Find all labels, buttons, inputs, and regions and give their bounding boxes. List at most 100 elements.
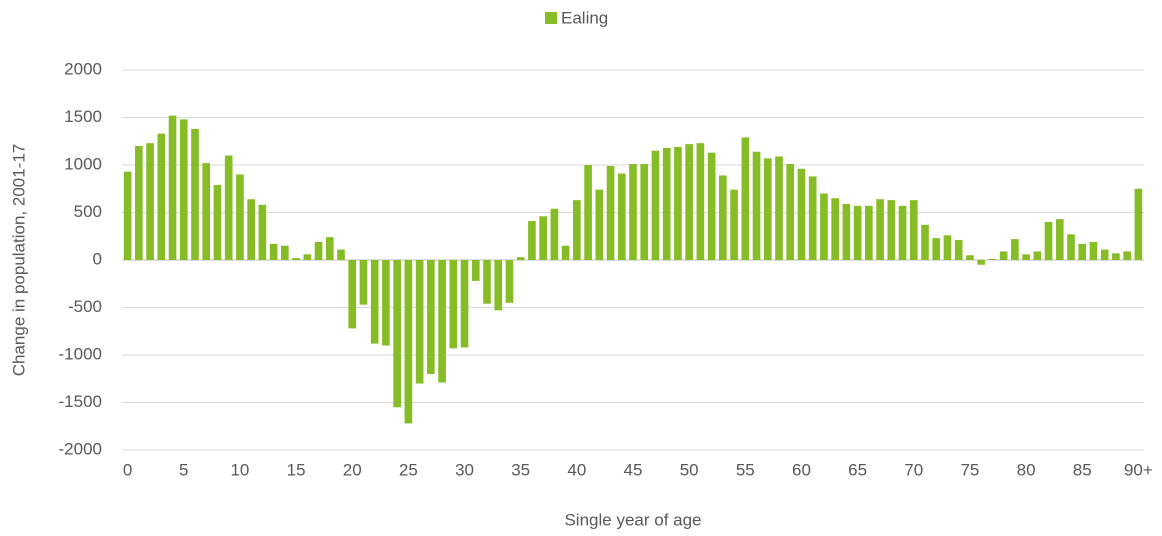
- bar: [808, 176, 817, 260]
- y-tick-label: 1000: [64, 154, 102, 173]
- y-tick-label: -1000: [59, 344, 102, 363]
- bar: [786, 164, 795, 260]
- bar: [629, 164, 637, 260]
- bar: [741, 137, 750, 260]
- x-tick-label: 45: [624, 460, 643, 479]
- y-tick-label: 0: [93, 249, 102, 268]
- bar: [921, 224, 929, 260]
- x-tick-label: 25: [399, 460, 418, 479]
- bar: [1011, 239, 1019, 260]
- bar: [236, 174, 244, 260]
- bar: [415, 260, 424, 384]
- x-tick-label: 85: [1073, 460, 1092, 479]
- bar: [696, 143, 705, 260]
- bar: [775, 156, 783, 260]
- bar: [1078, 243, 1087, 260]
- x-tick-label: 90+: [1124, 460, 1153, 479]
- bar: [943, 235, 952, 260]
- x-tick-label: 80: [1017, 460, 1036, 479]
- x-tick-label: 60: [792, 460, 811, 479]
- x-tick-label: 35: [511, 460, 530, 479]
- bar: [1100, 249, 1109, 260]
- bar: [865, 205, 873, 260]
- bar: [337, 249, 345, 260]
- bar: [617, 173, 626, 260]
- bar: [314, 241, 323, 260]
- bar: [404, 260, 413, 424]
- bar: [483, 260, 491, 304]
- x-tick-label: 0: [123, 460, 132, 479]
- bar: [977, 260, 985, 265]
- bar: [853, 205, 862, 260]
- bar: [505, 260, 514, 303]
- bar: [1112, 253, 1120, 260]
- bar: [606, 165, 615, 260]
- x-tick-label: 75: [960, 460, 979, 479]
- bar: [1055, 219, 1064, 260]
- y-axis-title: Change in population, 2001-17: [9, 144, 28, 377]
- bar: [281, 245, 289, 260]
- bar: [382, 260, 390, 346]
- bar: [954, 240, 963, 260]
- bar: [168, 115, 177, 260]
- bar: [932, 238, 941, 260]
- bar: [752, 151, 761, 260]
- bar: [247, 199, 255, 260]
- x-tick-label: 30: [455, 460, 474, 479]
- bar: [224, 155, 233, 260]
- x-axis-title: Single year of age: [564, 510, 701, 529]
- bar: [191, 128, 199, 260]
- bar: [427, 260, 435, 374]
- bar: [763, 158, 772, 260]
- bar: [707, 152, 716, 260]
- bar: [325, 237, 334, 260]
- x-tick-label: 70: [904, 460, 923, 479]
- bar: [1089, 241, 1098, 260]
- bar: [1134, 188, 1143, 260]
- y-tick-label: -500: [68, 297, 102, 316]
- bar: [595, 189, 604, 260]
- bar: [393, 260, 401, 408]
- bar: [685, 144, 693, 260]
- bar: [1123, 251, 1131, 260]
- bar: [359, 260, 368, 305]
- bar: [258, 204, 267, 260]
- bar: [797, 168, 806, 260]
- x-tick-label: 20: [343, 460, 362, 479]
- x-tick-label: 40: [567, 460, 586, 479]
- bar: [449, 260, 458, 349]
- bar: [269, 243, 278, 260]
- bar: [674, 146, 682, 260]
- bar: [123, 171, 132, 260]
- bar: [539, 216, 547, 260]
- bar: [202, 163, 211, 260]
- bar: [1067, 234, 1075, 260]
- bar: [157, 133, 166, 260]
- bar: [1044, 222, 1053, 260]
- bar: [494, 260, 503, 311]
- bar: [876, 199, 884, 260]
- bar: [471, 260, 480, 281]
- bar: [550, 208, 559, 260]
- bar: [584, 165, 592, 260]
- bar: [887, 200, 896, 260]
- x-tick-label: 15: [287, 460, 306, 479]
- x-tick-label: 55: [736, 460, 755, 479]
- bar: [438, 260, 446, 383]
- legend-swatch: [545, 12, 557, 24]
- bar: [966, 255, 974, 260]
- bar: [719, 175, 727, 260]
- bar: [898, 205, 907, 260]
- bar: [370, 260, 379, 344]
- bar: [662, 147, 671, 260]
- bar: [348, 260, 357, 329]
- bar: [303, 254, 312, 260]
- bar: [988, 259, 997, 260]
- bar: [730, 189, 738, 260]
- bar: [999, 251, 1008, 260]
- y-tick-label: -1500: [59, 392, 102, 411]
- legend-label: Ealing: [561, 8, 608, 27]
- x-tick-label: 5: [179, 460, 188, 479]
- bar: [1022, 254, 1030, 260]
